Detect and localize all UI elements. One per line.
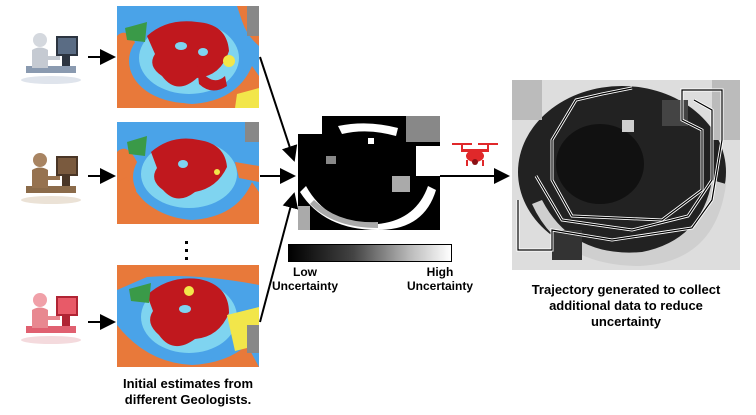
- geology-map-2: [117, 122, 259, 224]
- colorbar-low-label: Low Uncertainty: [271, 265, 339, 293]
- uncertainty-map: [298, 116, 440, 230]
- arrow-map-3: [259, 192, 299, 323]
- geology-map-3: [117, 265, 259, 367]
- arrow-map-1: [259, 56, 298, 162]
- geologist-3-icon: [18, 288, 84, 344]
- right-caption: Trajectory generated to collect addition…: [531, 282, 721, 329]
- drone-icon: [452, 143, 498, 166]
- left-caption: Initial estimates from different Geologi…: [122, 376, 254, 407]
- geology-map-1: [117, 6, 259, 108]
- drone-trajectory-path: [517, 87, 723, 251]
- ellipsis-dot: [185, 249, 188, 252]
- geologist-1-icon: [18, 28, 84, 84]
- geologist-2-icon: [18, 148, 84, 204]
- trajectory-map: [512, 80, 740, 270]
- ellipsis-dot: [185, 241, 188, 244]
- ellipsis-dot: [185, 257, 188, 260]
- uncertainty-colorbar: [288, 244, 452, 262]
- colorbar-high-label: High Uncertainty: [406, 265, 474, 293]
